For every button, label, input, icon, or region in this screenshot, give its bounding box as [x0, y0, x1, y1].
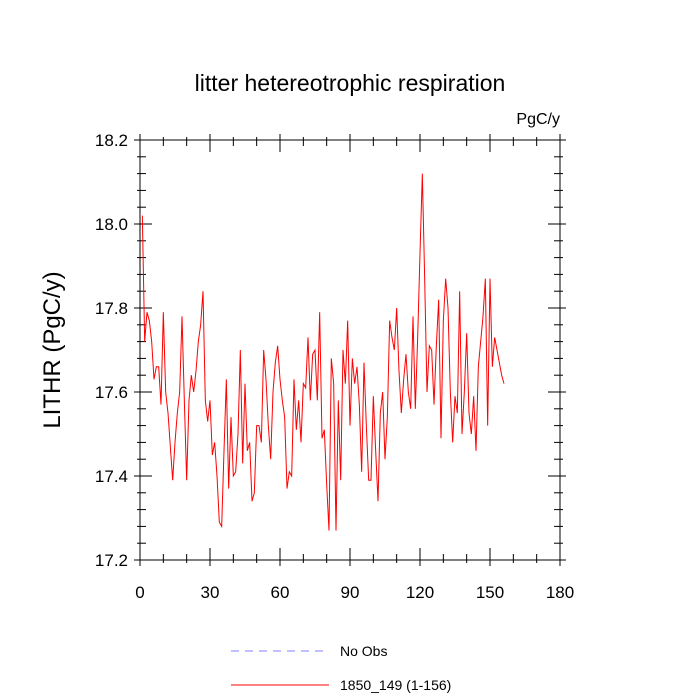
- x-tick-label: 120: [406, 583, 434, 602]
- units-label: PgC/y: [516, 111, 560, 128]
- legend-entry: No Obs: [340, 643, 387, 659]
- y-tick-label: 17.8: [95, 299, 128, 318]
- y-tick-label: 18.0: [95, 215, 128, 234]
- series-group: [141, 173, 505, 531]
- y-axis-label: LITHR (PgC/y): [39, 271, 66, 428]
- legend-entry: 1850_149 (1-156): [340, 677, 451, 693]
- x-tick-label: 30: [201, 583, 220, 602]
- y-tick-label: 17.6: [95, 383, 128, 402]
- x-tick-label: 0: [135, 583, 144, 602]
- chart-title: litter hetereotrophic respiration: [195, 70, 506, 96]
- axis-ticks: [134, 134, 566, 566]
- x-tick-label: 90: [341, 583, 360, 602]
- series-line: [141, 173, 505, 531]
- y-tick-label: 17.4: [95, 467, 128, 486]
- y-tick-label: 17.2: [95, 551, 128, 570]
- legend: No Obs 1850_149 (1-156): [231, 643, 451, 693]
- axis-tick-labels: 0 30 60 90 120 150 180 17.2 17.4 17.6 17.8 18.0 18.2: [95, 131, 574, 602]
- x-tick-label: 150: [476, 583, 504, 602]
- x-tick-label: 60: [271, 583, 290, 602]
- y-tick-label: 18.2: [95, 131, 128, 150]
- x-tick-label: 180: [546, 583, 574, 602]
